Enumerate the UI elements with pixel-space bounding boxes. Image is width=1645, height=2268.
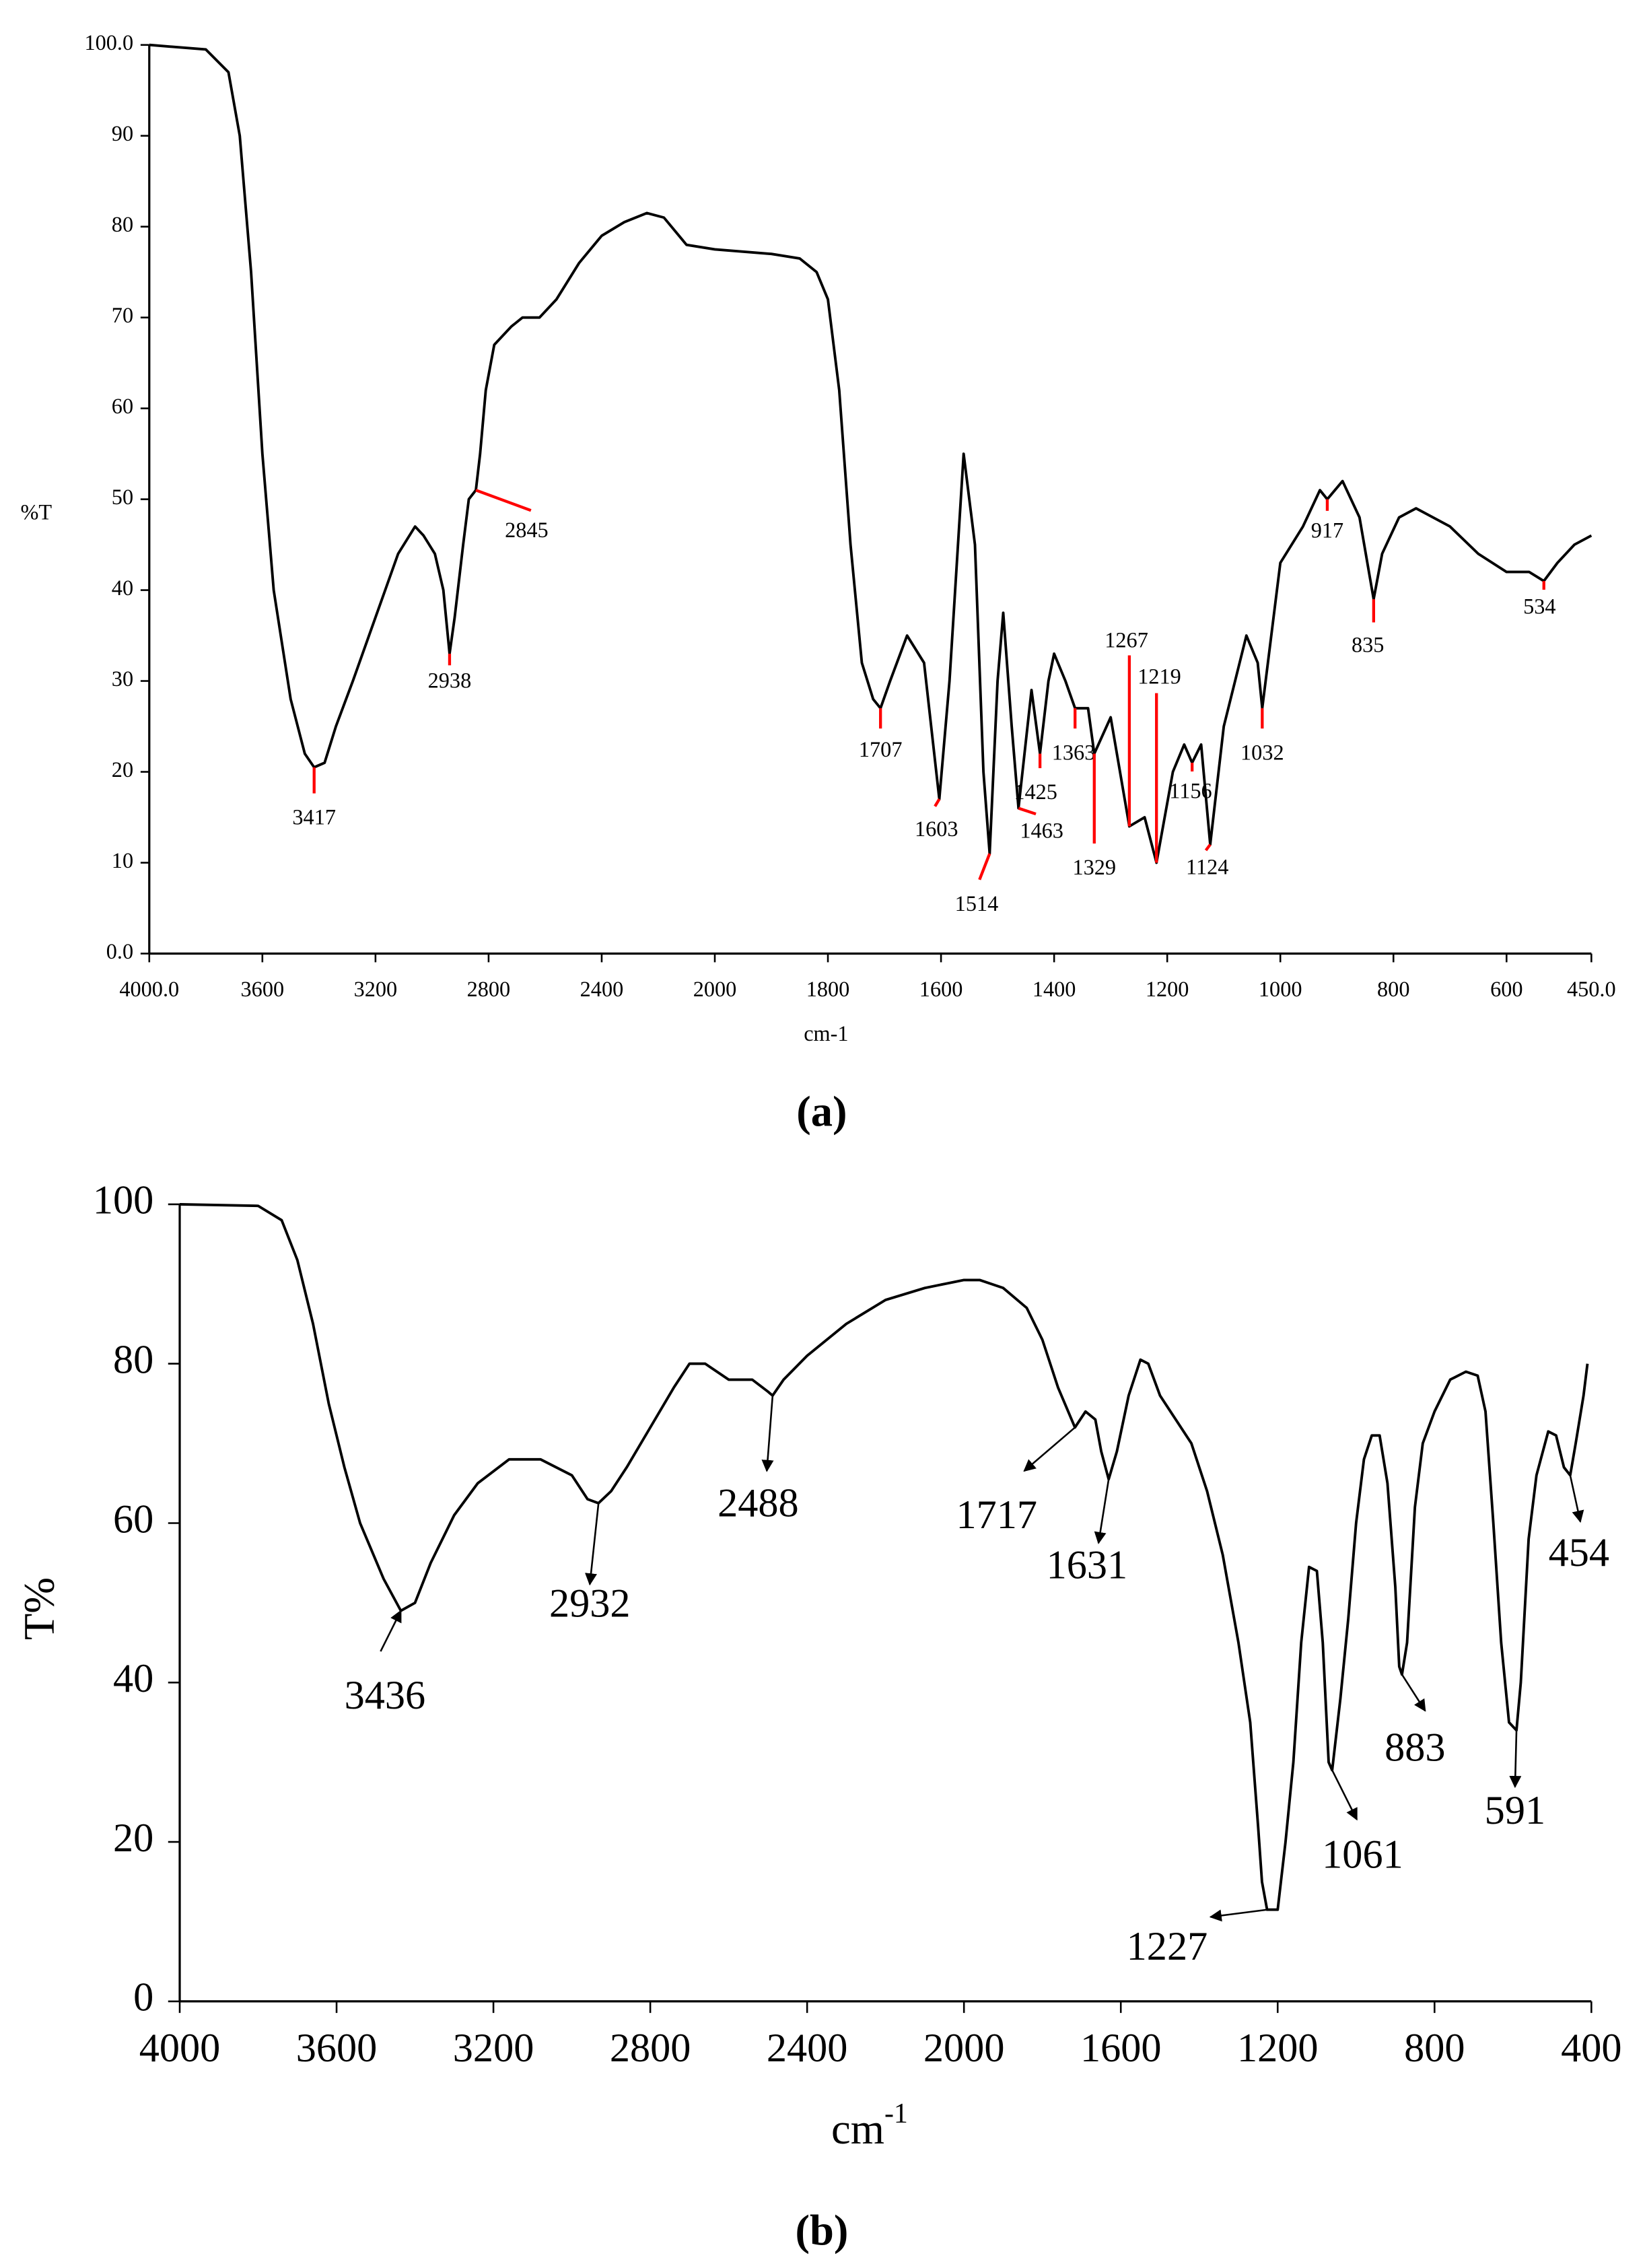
x-tick-label: 2000 [693,977,737,1001]
peak-arrow [1401,1674,1426,1712]
peak-arrow [585,1503,600,1586]
x-tick-label: 3600 [296,2026,378,2071]
x-tick-label: 2400 [767,2026,848,2071]
caption: (b) [795,2205,848,2255]
peak-label: 1514 [955,891,999,916]
peak-label: 591 [1485,1788,1545,1833]
y-tick-label: 0.0 [106,939,133,963]
peak-label: 835 [1352,633,1384,657]
x-tick-label: 3200 [453,2026,534,2071]
peak-label: 3436 [345,1673,426,1718]
x-tick-label: 1000 [1259,977,1302,1001]
peak-label: 1363 [1052,740,1096,764]
y-tick-label: 80 [112,212,133,236]
peak-label: 1707 [859,737,903,761]
x-tick-label: 3200 [354,977,398,1001]
peak-arrow [1509,1730,1522,1789]
x-tick-label: 4000 [139,2026,221,2071]
x-tick-label: 400 [1561,2026,1621,2071]
x-axis-title-main: cm [831,2104,884,2153]
peak-arrow [1569,1475,1584,1523]
peak-label: 2938 [428,668,472,693]
x-tick-label: 600 [1490,977,1523,1001]
peak-marker [1204,844,1212,852]
peak-label: 1463 [1020,819,1063,843]
peak-label: 1631 [1047,1543,1128,1588]
peak-arrow [1094,1479,1110,1544]
peak-label: 454 [1549,1530,1609,1575]
peak-label: 2845 [505,518,549,542]
x-tick-label: 1200 [1146,977,1189,1001]
x-tick-label: 2800 [610,2026,691,2071]
x-tick-label: 1400 [1032,977,1076,1001]
x-tick-label: 2800 [467,977,511,1001]
peak-label: 1329 [1072,855,1116,879]
chart: 0.0 10 20 30 40 50 60 70 80 90 100.0 4000.0 3600 3200… [21,30,1616,1136]
x-tick-label: 2000 [923,2026,1005,2071]
y-tick-label: 30 [112,666,133,691]
peak-label: 1267 [1105,628,1148,652]
peak-label: 1061 [1322,1832,1403,1878]
spectrum-line [149,43,1593,864]
x-tick-label: 3600 [241,977,285,1001]
y-tick-label: 40 [112,576,133,600]
peak-arrow [380,1610,402,1652]
y-axis-title: T% [14,1577,63,1640]
peak-marker [978,853,991,881]
x-tick-label: 450.0 [1567,977,1616,1001]
peak-arrow [1209,1909,1267,1922]
peak-label: 2932 [549,1581,631,1626]
x-tick-label: 2400 [580,977,624,1001]
peak-label: 1156 [1169,779,1212,803]
y-axis-title: %T [21,500,53,524]
peak-label: 1032 [1240,740,1284,764]
peak-arrow [1331,1769,1358,1821]
y-tick-label: 50 [112,485,133,509]
x-tick-label: 1800 [806,977,850,1001]
peak-label: 1227 [1127,1924,1208,1969]
peak-label: 1425 [1014,780,1057,804]
peak-label: 1219 [1138,664,1181,689]
y-tick-label: 80 [113,1338,153,1383]
y-tick-label: 40 [113,1656,153,1701]
x-axis-title: cm-1 [831,2098,908,2153]
peak-label: 534 [1523,594,1555,618]
spectrum-line [179,1202,1589,1911]
x-tick-label: 1600 [919,977,963,1001]
x-axis-title-main: cm-1 [804,1022,848,1046]
peak-label: 883 [1385,1725,1445,1770]
peak-marker [934,798,941,807]
peak-label: 1603 [915,817,958,841]
x-tick-label: 1200 [1237,2026,1319,2071]
y-tick-label: 100 [93,1178,153,1223]
y-tick-label: 10 [112,848,133,872]
peak-label: 1124 [1186,855,1228,879]
peak-marker [1018,806,1037,816]
y-tick-label: 0 [133,1975,153,2020]
x-tick-label: 1600 [1080,2026,1162,2071]
peak-label: 917 [1311,518,1343,543]
peak-label: 3417 [292,805,336,829]
y-tick-label: 100.0 [84,30,133,55]
peak-arrow [761,1395,774,1472]
x-tick-label: 800 [1404,2026,1465,2071]
x-axis-title: cm-1 [804,1022,848,1046]
y-tick-label: 70 [112,303,133,327]
peak-arrow [1023,1427,1076,1472]
peak-label: 2488 [718,1481,799,1526]
caption: (a) [796,1087,847,1136]
x-axis-title-sup: -1 [884,2098,908,2129]
peak-marker [475,489,532,512]
y-tick-label: 20 [113,1816,153,1861]
x-tick-label: 4000.0 [119,977,179,1001]
y-tick-label: 20 [112,757,133,782]
x-tick-label: 800 [1377,977,1409,1001]
y-tick-label: 60 [113,1497,153,1542]
y-tick-label: 60 [112,394,133,418]
y-tick-label: 90 [112,121,133,145]
peak-label: 1717 [956,1492,1038,1538]
chart: 0 20 40 60 80 100 4000 3600 3200 2800 2400 2000 1600… [14,1178,1621,2255]
